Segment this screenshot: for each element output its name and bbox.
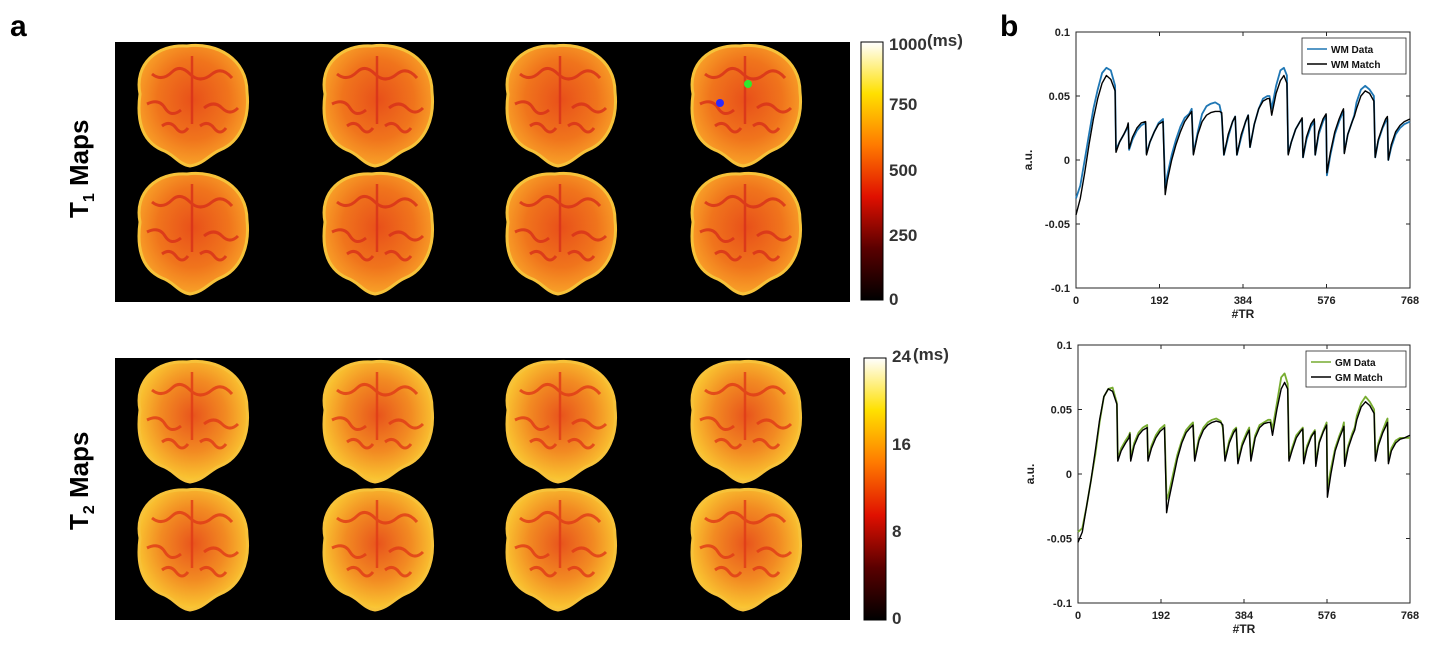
- y-axis-label: a.u.: [1021, 150, 1035, 171]
- t1-colorbar-tick-1000: 1000: [889, 35, 927, 54]
- series-line-2: [1075, 74, 1411, 216]
- x-tick-label: 192: [1152, 610, 1170, 622]
- legend-label: GM Data: [1335, 358, 1376, 369]
- t2-colorbar: 24 (ms) 16 8 0: [863, 345, 949, 628]
- t2-brain-slice-3: [505, 359, 618, 484]
- x-tick-label: 384: [1234, 295, 1253, 307]
- t2-colorbar-tick-8: 8: [892, 522, 901, 541]
- panel-label-b: b: [1000, 10, 1018, 43]
- t2-brain-slice-6: [322, 487, 435, 612]
- y-tick-label: -0.1: [1051, 283, 1070, 295]
- x-tick-label: 576: [1318, 610, 1336, 622]
- x-axis-label: #TR: [1233, 622, 1256, 636]
- t2-brain-slice-4: [690, 359, 803, 484]
- t2-brain-slice-8: [690, 487, 803, 612]
- y-tick-label: -0.1: [1053, 598, 1072, 610]
- x-tick-label: 0: [1073, 295, 1079, 307]
- roi-blue-marker: [716, 99, 724, 107]
- t1-colorbar-tick-750: 750: [889, 95, 917, 114]
- t1-colorbar: 1000 (ms) 750 500 250 0: [860, 31, 963, 309]
- t2-brain-slice-1: [137, 359, 250, 484]
- signal-charts: 0 192 384 576 768 0.1 0.05 0 -0.05 -0.1 #TR a.u. WM …: [1021, 27, 1419, 636]
- t1-brain-slice-6: [322, 171, 435, 296]
- y-axis-label: a.u.: [1023, 464, 1037, 485]
- t2-maps-label: T2 Maps: [64, 432, 98, 530]
- y-tick-label: 0.1: [1055, 27, 1070, 39]
- t1-maps-label: T1 Maps: [64, 120, 98, 218]
- y-tick-label: -0.05: [1045, 219, 1070, 231]
- t1-colorbar-tick-250: 250: [889, 226, 917, 245]
- t1-colorbar-tick-500: 500: [889, 161, 917, 180]
- legend-box: [1301, 37, 1407, 75]
- t1-colorbar-unit: (ms): [927, 31, 963, 50]
- t2-map-image: [115, 358, 850, 620]
- y-tick-label: 0: [1064, 155, 1070, 167]
- chart-2: 0 192 384 576 768 0.1 0.05 0 -0.05 -0.1 #TR a.u. GM …: [1023, 340, 1419, 636]
- y-tick-label: -0.05: [1047, 534, 1072, 546]
- chart-1: 0 192 384 576 768 0.1 0.05 0 -0.05 -0.1 #TR a.u. WM …: [1021, 27, 1419, 321]
- y-tick-label: 0.05: [1051, 405, 1072, 417]
- y-tick-label: 0.05: [1049, 91, 1070, 103]
- t1-brain-slice-5: [137, 171, 250, 296]
- t2-brain-slice-5: [137, 487, 250, 612]
- t1-brain-slice-3: [505, 43, 618, 168]
- t2-colorbar-tick-0: 0: [892, 609, 901, 628]
- t1-brain-slice-1: [137, 43, 250, 168]
- legend-label: WM Match: [1331, 60, 1380, 71]
- legend-box: [1305, 350, 1407, 388]
- x-tick-label: 192: [1150, 295, 1168, 307]
- legend-label: WM Data: [1331, 45, 1374, 56]
- x-tick-label: 768: [1401, 610, 1419, 622]
- t1-brain-slice-4: [690, 43, 803, 168]
- x-tick-label: 0: [1075, 610, 1081, 622]
- x-tick-label: 384: [1235, 610, 1254, 622]
- t2-brain-slice-2: [322, 359, 435, 484]
- x-axis-label: #TR: [1232, 307, 1255, 321]
- panel-label-a: a: [10, 10, 27, 43]
- t1-brain-slice-8: [690, 171, 803, 296]
- t2-brain-slice-7: [505, 487, 618, 612]
- t2-colorbar-unit: (ms): [913, 345, 949, 364]
- y-tick-label: 0: [1066, 469, 1072, 481]
- t1-colorbar-tick-0: 0: [889, 290, 898, 309]
- t1-map-image: [115, 42, 850, 302]
- roi-green-marker: [744, 80, 752, 88]
- t2-colorbar-tick-16: 16: [892, 435, 911, 454]
- y-tick-label: 0.1: [1057, 340, 1072, 352]
- series-line-2: [1077, 381, 1411, 543]
- t1-brain-slice-2: [322, 43, 435, 168]
- plot-area: [1075, 31, 1411, 289]
- plot-area: [1077, 344, 1411, 604]
- x-tick-label: 576: [1317, 295, 1335, 307]
- legend-label: GM Match: [1335, 373, 1383, 384]
- t2-colorbar-tick-24: 24: [892, 347, 911, 366]
- t1-brain-slice-7: [505, 171, 618, 296]
- x-tick-label: 768: [1401, 295, 1419, 307]
